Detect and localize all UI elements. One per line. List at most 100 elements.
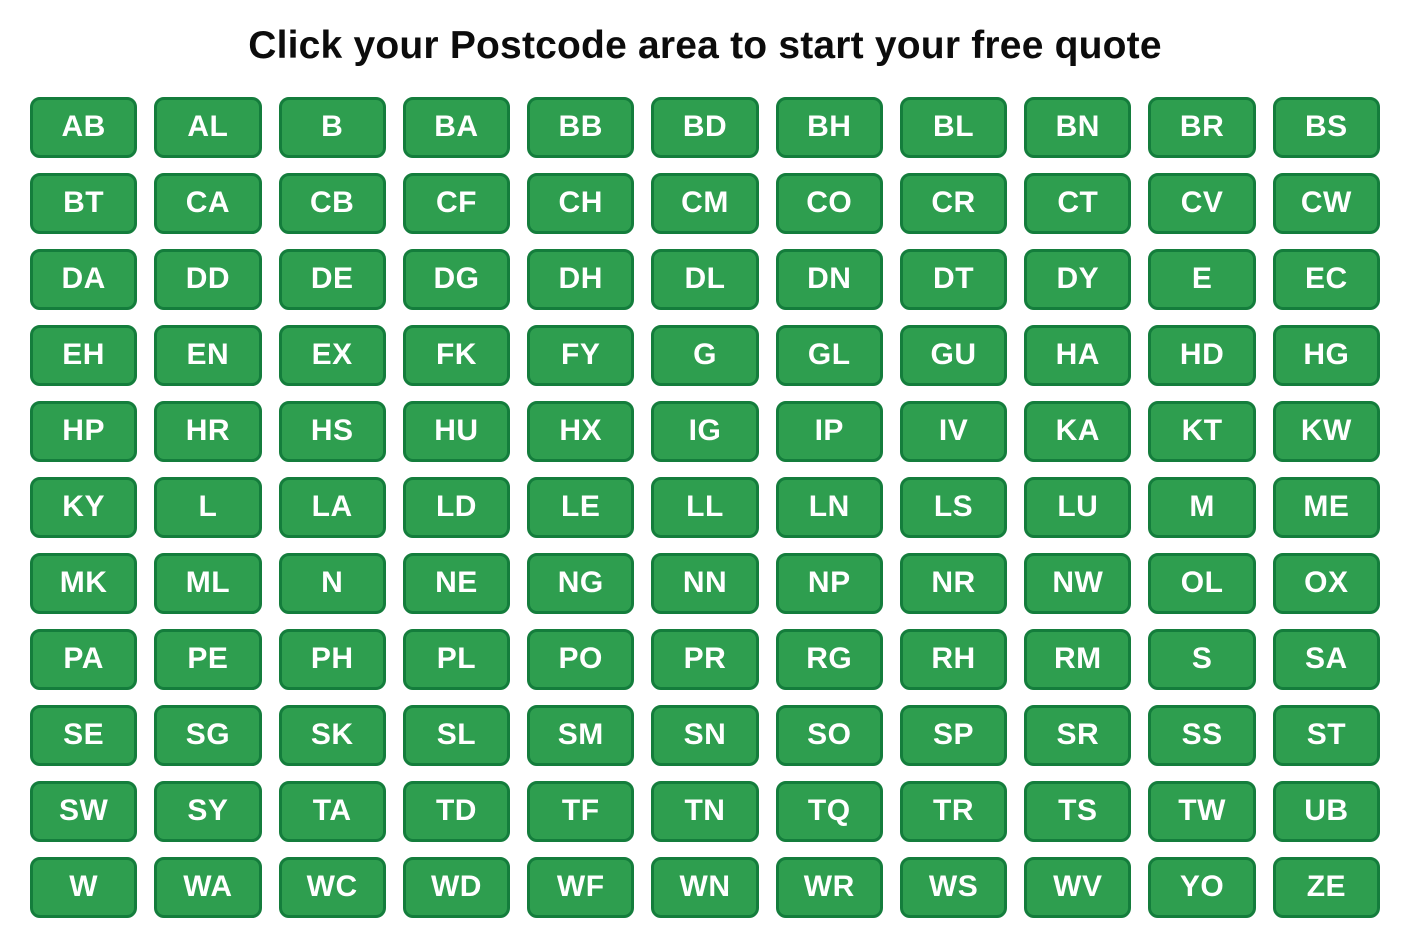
postcode-button-ha[interactable]: HA [1024, 324, 1132, 386]
postcode-button-wf[interactable]: WF [527, 856, 635, 918]
postcode-button-ng[interactable]: NG [527, 552, 635, 614]
postcode-button-ca[interactable]: CA [154, 172, 262, 234]
postcode-button-ze[interactable]: ZE [1272, 856, 1380, 918]
postcode-button-e[interactable]: E [1148, 248, 1256, 310]
postcode-button-pl[interactable]: PL [402, 628, 511, 690]
postcode-button-cv[interactable]: CV [1148, 172, 1256, 234]
postcode-button-l[interactable]: L [154, 476, 262, 538]
postcode-button-wc[interactable]: WC [278, 856, 386, 918]
postcode-button-bn[interactable]: BN [1024, 96, 1132, 158]
postcode-button-dh[interactable]: DH [527, 248, 635, 310]
postcode-button-bd[interactable]: BD [651, 96, 759, 158]
postcode-button-ll[interactable]: LL [651, 476, 759, 538]
postcode-button-yo[interactable]: YO [1148, 856, 1256, 918]
postcode-button-le[interactable]: LE [527, 476, 635, 538]
postcode-button-bl[interactable]: BL [899, 96, 1008, 158]
postcode-button-tn[interactable]: TN [651, 780, 759, 842]
postcode-button-w[interactable]: W [30, 856, 138, 918]
postcode-button-rg[interactable]: RG [775, 628, 883, 690]
postcode-button-sp[interactable]: SP [899, 704, 1008, 766]
postcode-button-ml[interactable]: ML [154, 552, 262, 614]
postcode-button-ln[interactable]: LN [775, 476, 883, 538]
postcode-button-lu[interactable]: LU [1024, 476, 1132, 538]
postcode-button-ld[interactable]: LD [402, 476, 511, 538]
postcode-button-en[interactable]: EN [154, 324, 262, 386]
postcode-button-n[interactable]: N [278, 552, 386, 614]
postcode-button-pa[interactable]: PA [30, 628, 138, 690]
postcode-button-kw[interactable]: KW [1272, 400, 1380, 462]
postcode-button-se[interactable]: SE [30, 704, 138, 766]
postcode-button-co[interactable]: CO [775, 172, 883, 234]
postcode-button-cw[interactable]: CW [1272, 172, 1380, 234]
postcode-button-ct[interactable]: CT [1024, 172, 1132, 234]
postcode-button-da[interactable]: DA [30, 248, 138, 310]
postcode-button-ch[interactable]: CH [527, 172, 635, 234]
postcode-button-dg[interactable]: DG [402, 248, 511, 310]
postcode-button-dl[interactable]: DL [651, 248, 759, 310]
postcode-button-tq[interactable]: TQ [775, 780, 883, 842]
postcode-button-pr[interactable]: PR [651, 628, 759, 690]
postcode-button-sl[interactable]: SL [402, 704, 511, 766]
postcode-button-sr[interactable]: SR [1024, 704, 1132, 766]
postcode-button-nw[interactable]: NW [1024, 552, 1132, 614]
postcode-button-hu[interactable]: HU [402, 400, 511, 462]
postcode-button-sk[interactable]: SK [278, 704, 386, 766]
postcode-button-ba[interactable]: BA [402, 96, 511, 158]
postcode-button-hr[interactable]: HR [154, 400, 262, 462]
postcode-button-pe[interactable]: PE [154, 628, 262, 690]
postcode-button-cr[interactable]: CR [899, 172, 1008, 234]
postcode-button-sa[interactable]: SA [1272, 628, 1380, 690]
postcode-button-so[interactable]: SO [775, 704, 883, 766]
postcode-button-la[interactable]: LA [278, 476, 386, 538]
postcode-button-bb[interactable]: BB [527, 96, 635, 158]
postcode-button-me[interactable]: ME [1272, 476, 1380, 538]
postcode-button-ph[interactable]: PH [278, 628, 386, 690]
postcode-button-m[interactable]: M [1148, 476, 1256, 538]
postcode-button-nn[interactable]: NN [651, 552, 759, 614]
postcode-button-gl[interactable]: GL [775, 324, 883, 386]
postcode-button-hg[interactable]: HG [1272, 324, 1380, 386]
postcode-button-mk[interactable]: MK [30, 552, 138, 614]
postcode-button-ts[interactable]: TS [1024, 780, 1132, 842]
postcode-button-iv[interactable]: IV [899, 400, 1008, 462]
postcode-button-ip[interactable]: IP [775, 400, 883, 462]
postcode-button-ws[interactable]: WS [899, 856, 1008, 918]
postcode-button-bs[interactable]: BS [1272, 96, 1380, 158]
postcode-button-dt[interactable]: DT [899, 248, 1008, 310]
postcode-button-br[interactable]: BR [1148, 96, 1256, 158]
postcode-button-hd[interactable]: HD [1148, 324, 1256, 386]
postcode-button-cb[interactable]: CB [278, 172, 386, 234]
postcode-button-po[interactable]: PO [527, 628, 635, 690]
postcode-button-b[interactable]: B [278, 96, 386, 158]
postcode-button-dd[interactable]: DD [154, 248, 262, 310]
postcode-button-sg[interactable]: SG [154, 704, 262, 766]
postcode-button-dy[interactable]: DY [1024, 248, 1132, 310]
postcode-button-dn[interactable]: DN [775, 248, 883, 310]
postcode-button-wr[interactable]: WR [775, 856, 883, 918]
postcode-button-sy[interactable]: SY [154, 780, 262, 842]
postcode-button-rm[interactable]: RM [1024, 628, 1132, 690]
postcode-button-ta[interactable]: TA [278, 780, 386, 842]
postcode-button-wa[interactable]: WA [154, 856, 262, 918]
postcode-button-wn[interactable]: WN [651, 856, 759, 918]
postcode-button-sn[interactable]: SN [651, 704, 759, 766]
postcode-button-fk[interactable]: FK [402, 324, 511, 386]
postcode-button-ec[interactable]: EC [1272, 248, 1380, 310]
postcode-button-al[interactable]: AL [154, 96, 262, 158]
postcode-button-bh[interactable]: BH [775, 96, 883, 158]
postcode-button-nr[interactable]: NR [899, 552, 1008, 614]
postcode-button-ss[interactable]: SS [1148, 704, 1256, 766]
postcode-button-ex[interactable]: EX [278, 324, 386, 386]
postcode-button-np[interactable]: NP [775, 552, 883, 614]
postcode-button-ne[interactable]: NE [402, 552, 511, 614]
postcode-button-bt[interactable]: BT [30, 172, 138, 234]
postcode-button-sm[interactable]: SM [527, 704, 635, 766]
postcode-button-fy[interactable]: FY [527, 324, 635, 386]
postcode-button-wv[interactable]: WV [1024, 856, 1132, 918]
postcode-button-wd[interactable]: WD [402, 856, 511, 918]
postcode-button-td[interactable]: TD [402, 780, 511, 842]
postcode-button-ka[interactable]: KA [1024, 400, 1132, 462]
postcode-button-de[interactable]: DE [278, 248, 386, 310]
postcode-button-ub[interactable]: UB [1272, 780, 1380, 842]
postcode-button-ab[interactable]: AB [30, 96, 138, 158]
